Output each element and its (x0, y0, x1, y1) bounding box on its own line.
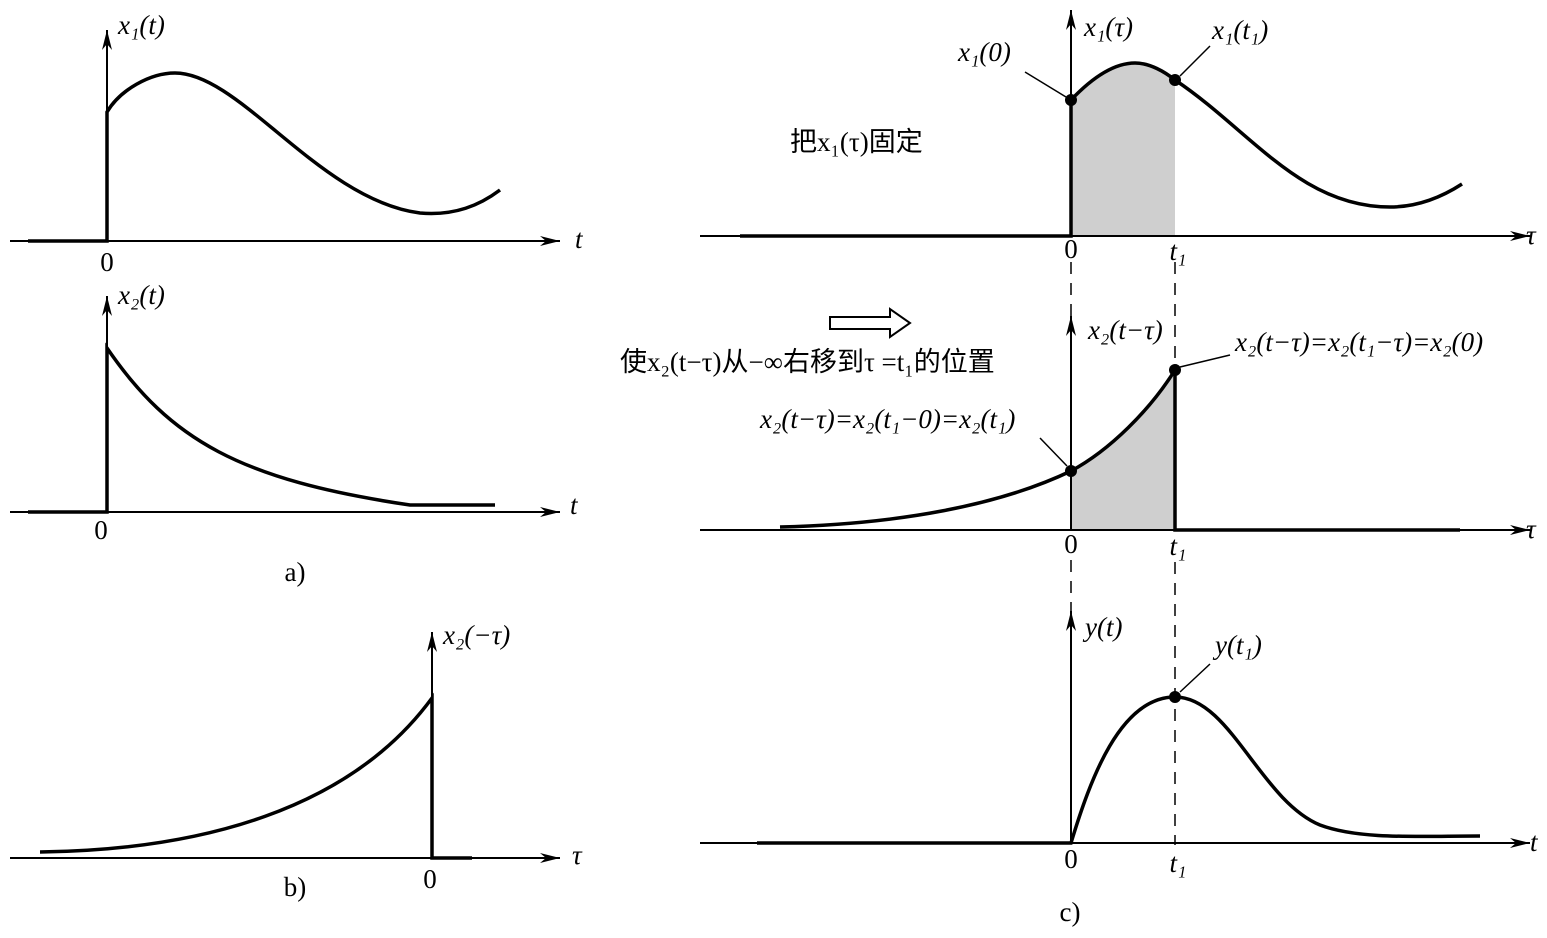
axis-label: x₂(−τ) (442, 620, 510, 650)
point-label: x₂(t−τ)=x₂(t₁−τ)=x₂(0) (1234, 327, 1483, 357)
panel-c-bottom (700, 611, 1530, 848)
panel-c-middle (700, 307, 1530, 845)
origin-label: 0 (1064, 844, 1078, 874)
axis-label: τ (1526, 514, 1537, 544)
point-label: y(t₁) (1212, 630, 1262, 660)
tick-label: t₁ (1170, 531, 1187, 561)
panel-b (10, 632, 560, 863)
point-label: x₁(0) (957, 37, 1011, 67)
axis-label: t (1530, 827, 1539, 857)
axis-label: x₂(t−τ) (1087, 315, 1163, 345)
panel-a-top (10, 30, 560, 246)
caption: a) (285, 557, 306, 587)
axis-label: τ (572, 840, 583, 870)
axis-label: t (575, 224, 584, 254)
axis-label: τ (1526, 220, 1537, 250)
shaded-area (1071, 370, 1175, 530)
origin-label: 0 (423, 864, 437, 894)
shaded-area (1071, 63, 1175, 236)
axis-label: x₁(t) (117, 10, 165, 40)
axis-label: x₂(t) (117, 280, 165, 310)
point-label: x₁(t₁) (1211, 15, 1268, 45)
origin-label: 0 (1064, 234, 1078, 264)
caption: c) (1060, 897, 1081, 927)
shift-arrow (829, 307, 912, 339)
axis-label: t (570, 490, 579, 520)
panel-c-top (700, 10, 1530, 370)
tick-label: t₁ (1170, 236, 1187, 266)
origin-label: 0 (1064, 529, 1078, 559)
origin-label: 0 (94, 515, 108, 545)
panel-a-bottom (10, 296, 560, 517)
tick-label: t₁ (1170, 848, 1187, 878)
axis-label: y(t) (1082, 612, 1122, 642)
caption: b) (284, 872, 307, 902)
origin-label: 0 (100, 247, 114, 277)
point-label: x₂(t−τ)=x₂(t₁−0)=x₂(t₁) (759, 404, 1015, 434)
note: 把x₁(τ)固定 (790, 127, 923, 157)
note: 使x₂(t−τ)从−∞右移到τ =t₁的位置 (620, 347, 995, 377)
axis-label: x₁(τ) (1083, 12, 1133, 42)
